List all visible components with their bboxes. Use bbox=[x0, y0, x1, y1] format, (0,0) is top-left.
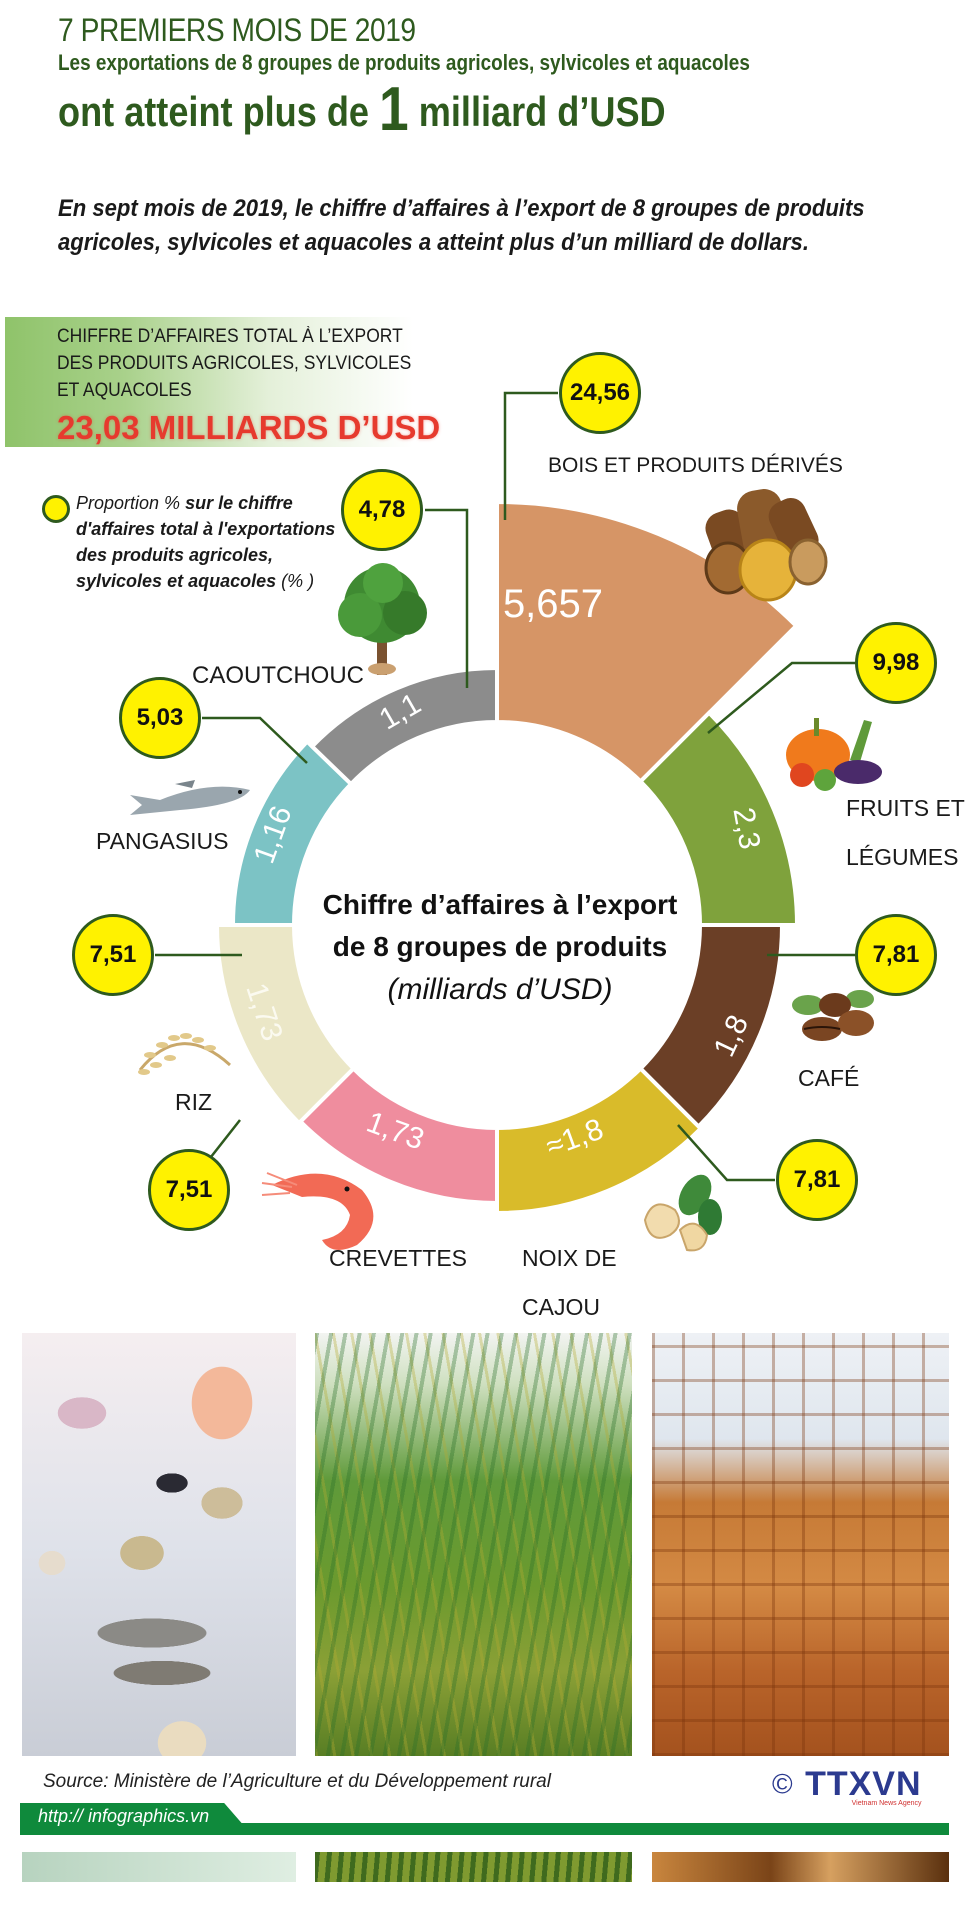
chart-center-title: Chiffre d’affaires à l’export de 8 group… bbox=[290, 884, 710, 1012]
footer-bar bbox=[20, 1823, 949, 1835]
total-label-line: DES PRODUITS AGRICOLES, SYLVICOLES bbox=[57, 353, 412, 374]
center-title-line1: Chiffre d’affaires à l’export bbox=[322, 889, 678, 920]
footer-url-tab bbox=[20, 1803, 252, 1835]
legend-text: Proportion % sur le chiffre d'affaires t… bbox=[76, 490, 336, 594]
category-label-bois: BOIS ET PRODUITS DÉRIVÉS bbox=[548, 454, 843, 477]
rice-field-photo bbox=[315, 1333, 632, 1756]
logs-icon bbox=[704, 489, 828, 602]
bottom-strip-rice bbox=[315, 1852, 632, 1882]
category-label-cajou-2: CAJOU bbox=[522, 1294, 600, 1320]
pct-bubble-riz: 7,51 bbox=[72, 914, 154, 996]
coffee-beans-icon bbox=[792, 990, 874, 1041]
logo-text: TTXVN bbox=[805, 1765, 922, 1803]
tree-icon bbox=[338, 563, 427, 675]
value-label-bois: 5,657 bbox=[503, 582, 603, 626]
headline: ont atteint plus de 1 milliard d’USD bbox=[58, 79, 666, 141]
chart-segment bbox=[495, 1065, 704, 1216]
category-label-pangasius: PANGASIUS bbox=[96, 828, 229, 854]
category-label-cafe: CAFÉ bbox=[798, 1065, 860, 1091]
pct-bubble-crevettes: 7,51 bbox=[148, 1149, 230, 1231]
bottom-strip-timber bbox=[652, 1852, 949, 1882]
footer-url-link[interactable]: http:// infographics.vn bbox=[38, 1806, 210, 1826]
legend-text-post: (% ) bbox=[276, 571, 315, 591]
category-label-riz: RIZ bbox=[175, 1089, 213, 1115]
pct-bubble-bois: 24,56 bbox=[559, 352, 641, 434]
headline-post: milliard d’USD bbox=[408, 88, 666, 135]
logo-subtitle: Vietnam News Agency bbox=[851, 1800, 922, 1807]
ttxvn-logo: © TTXVN Vietnam News Agency bbox=[772, 1765, 922, 1807]
center-title-unit: (milliards d’USD) bbox=[387, 973, 613, 1006]
legend-circle-icon bbox=[42, 495, 70, 523]
source-note: Source: Ministère de l’Agriculture et du… bbox=[43, 1771, 551, 1792]
timber-photo bbox=[652, 1333, 949, 1756]
category-label-fruits-2: LÉGUMES bbox=[846, 844, 959, 870]
pct-bubble-cajou: 7,81 bbox=[776, 1139, 858, 1221]
shrimp-icon bbox=[261, 1172, 374, 1250]
category-label-caoutchouc: CAOUTCHOUC bbox=[192, 662, 364, 689]
fish-icon bbox=[130, 780, 250, 815]
total-label-line: CHIFFRE D’AFFAIRES TOTAL À L’EXPORT bbox=[57, 326, 403, 347]
chart-segment bbox=[637, 710, 800, 927]
category-label-crevettes: CREVETTES bbox=[329, 1245, 468, 1271]
total-label-line: ET AQUACOLES bbox=[57, 380, 192, 401]
subtitle: Les exportations de 8 groupes de produit… bbox=[58, 50, 750, 75]
copyright-icon: © bbox=[772, 1768, 793, 1800]
legend-text-pre: Proportion % bbox=[76, 493, 186, 513]
category-label-cajou-1: NOIX DE bbox=[522, 1245, 617, 1271]
headline-pre: ont atteint plus de bbox=[58, 88, 380, 135]
total-label: CHIFFRE D’AFFAIRES TOTAL À L’EXPORT DES … bbox=[57, 323, 411, 404]
leader-lines bbox=[148, 391, 855, 1192]
cashew-icon bbox=[643, 1174, 722, 1252]
chart-segments bbox=[214, 499, 800, 1216]
chart-segment bbox=[309, 665, 499, 787]
total-box: CHIFFRE D’AFFAIRES TOTAL À L’EXPORT DES … bbox=[5, 317, 485, 447]
seafood-photo bbox=[22, 1333, 296, 1756]
chart-segment bbox=[214, 923, 357, 1126]
pct-bubble-cafe: 7,81 bbox=[855, 914, 937, 996]
legend-text-bold: sur le chiffre d'affaires total à l'expo… bbox=[76, 493, 336, 591]
center-title-line2: de 8 groupes de produits bbox=[332, 931, 668, 962]
bottom-strip-seafood bbox=[22, 1852, 296, 1882]
vegetables-icon bbox=[786, 718, 882, 791]
rice-ear-icon bbox=[138, 1033, 232, 1075]
total-value: 23,03 MILLIARDS D’USD bbox=[57, 409, 441, 446]
export-donut-chart: 5,657 2,3 1,8 ≈1,8 1,73 1,73 1,16 1,1 bbox=[130, 391, 882, 1252]
pct-bubble-pangasius: 5,03 bbox=[119, 677, 201, 759]
intro-paragraph: En sept mois de 2019, le chiffre d’affai… bbox=[58, 195, 865, 256]
headline-number: 1 bbox=[379, 75, 409, 144]
pct-bubble-fruits: 9,98 bbox=[855, 622, 937, 704]
pct-bubble-caoutchouc: 4,78 bbox=[341, 469, 423, 551]
value-label-fruits: 2,3 bbox=[726, 805, 766, 852]
kicker-title: 7 PREMIERS MOIS DE 2019 bbox=[58, 12, 416, 48]
category-label-fruits-1: FRUITS ET bbox=[846, 795, 965, 821]
